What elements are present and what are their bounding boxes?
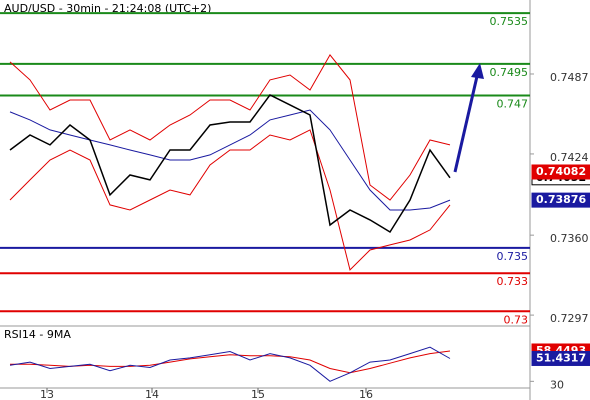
value-label: 0.73876 bbox=[536, 193, 586, 206]
x-tick-label: 13 bbox=[40, 388, 54, 400]
forecast-arrow bbox=[453, 71, 480, 173]
value-box bbox=[531, 192, 590, 208]
series-line bbox=[10, 350, 451, 374]
series-line bbox=[9, 129, 451, 271]
series-line bbox=[9, 346, 451, 382]
series-line bbox=[9, 109, 451, 211]
y-tick-label: 0.7424 bbox=[550, 151, 589, 164]
value-box bbox=[531, 164, 590, 180]
x-tick-label: 16 bbox=[359, 388, 373, 400]
value-label: 51.4317 bbox=[536, 351, 586, 364]
value-label: 0.74082 bbox=[536, 165, 586, 178]
y-tick-label: 0.7360 bbox=[550, 232, 589, 245]
series-line bbox=[9, 93, 451, 234]
level-label: 0.747 bbox=[497, 98, 529, 111]
plot: 0.7297 0.7360 0.7424 0.7487 0.7535 0.7495 0.74… bbox=[0, 12, 590, 400]
forecast-arrowhead bbox=[471, 63, 484, 79]
y-tick-label: 30 bbox=[550, 378, 564, 391]
x-tick-label: 14 bbox=[145, 388, 159, 400]
y-tick-label: 0.7297 bbox=[550, 312, 589, 325]
rsi-title: RSI14 - 9MA bbox=[4, 328, 71, 341]
x-tick-label: 15 bbox=[251, 388, 265, 400]
series-line bbox=[9, 54, 451, 201]
chart-title: AUD/USD - 30min - 21:24:08 (UTC+2) bbox=[4, 2, 211, 15]
level-label: 0.73 bbox=[504, 313, 529, 326]
value-box bbox=[531, 350, 590, 366]
level-label: 0.7495 bbox=[490, 66, 529, 79]
level-label: 0.7535 bbox=[490, 15, 529, 28]
level-label: 0.733 bbox=[497, 275, 529, 288]
y-tick-label: 0.7487 bbox=[550, 71, 589, 84]
level-label: 0.735 bbox=[497, 250, 529, 263]
